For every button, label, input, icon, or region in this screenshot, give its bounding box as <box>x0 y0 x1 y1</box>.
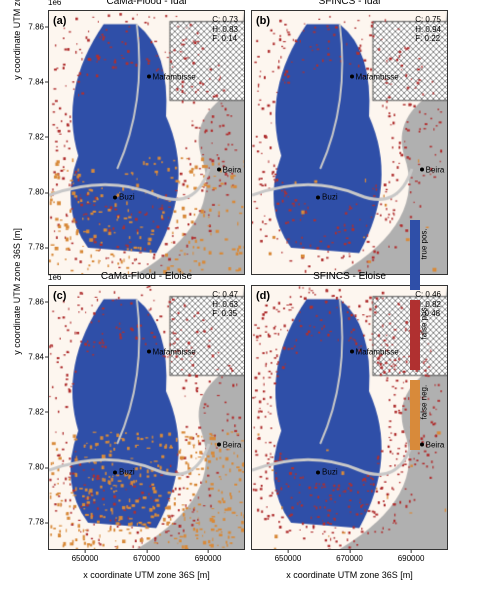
y-ticks: 7.787.807.827.847.86 <box>44 10 48 275</box>
y-tick: 7.80 <box>16 188 44 197</box>
metrics-text: C: 0.73H: 0.83F: 0.14 <box>212 15 238 44</box>
x-tick: 650000 <box>72 554 99 563</box>
x-tick: 650000 <box>275 554 302 563</box>
x-tick: 670000 <box>133 554 160 563</box>
panel-label: (c) <box>53 290 66 302</box>
y-tick: 7.86 <box>16 297 44 306</box>
x-axis-label: x coordinate UTM zone 36S [m] <box>48 570 245 580</box>
y-axis-label: y coordinate UTM zone 36S [m] <box>12 228 22 355</box>
x-tick: 690000 <box>195 554 222 563</box>
map-canvas <box>49 286 244 549</box>
panel-title: CaMa-Flood - Eloise <box>48 271 245 282</box>
y-tick: 7.82 <box>16 407 44 416</box>
x-tick: 670000 <box>336 554 363 563</box>
city-label: Mafambisse <box>153 347 196 356</box>
axes-frame: (c) C: 0.47H: 0.63F: 0.35 Mafambisse Beira B… <box>48 285 245 550</box>
city-label: Mafambisse <box>356 72 399 81</box>
colorbar-segment <box>410 380 420 450</box>
y-tick: 7.82 <box>16 132 44 141</box>
city-label: Mafambisse <box>356 347 399 356</box>
map-canvas <box>49 11 244 274</box>
colorbar-segment <box>410 220 420 290</box>
x-tick: 690000 <box>398 554 425 563</box>
axis-exponent: 1e6 <box>48 273 61 282</box>
city-label: Buzi <box>322 193 338 202</box>
city-label: Beira <box>223 440 242 449</box>
y-ticks: 7.787.807.827.847.86 <box>44 285 48 550</box>
colorbar-label: false neg. <box>420 385 429 420</box>
figure-root: CaMa-Flood - Idai1e6(a)C: 0.73H: 0.83F: … <box>48 10 448 590</box>
colorbar-label: true pos. <box>420 228 429 259</box>
x-ticks: 650000670000690000 <box>48 550 245 554</box>
panel-c: CaMa-Flood - Eloise1e6(c)C: 0.47H: 0.63F… <box>48 285 245 550</box>
y-tick: 7.80 <box>16 463 44 472</box>
y-tick: 7.84 <box>16 352 44 361</box>
panel-label: (a) <box>53 15 66 27</box>
y-tick: 7.86 <box>16 22 44 31</box>
city-label: Beira <box>223 165 242 174</box>
colorbar-label: false pos. <box>420 305 429 339</box>
y-axis-label: y coordinate UTM zone 36S [m] <box>12 0 22 79</box>
x-ticks: 650000670000690000 <box>251 550 448 554</box>
panel-a: CaMa-Flood - Idai1e6(a)C: 0.73H: 0.83F: … <box>48 10 245 275</box>
panel-title: CaMa-Flood - Idai <box>48 0 245 7</box>
colorbar-segment <box>410 300 420 370</box>
panel-label: (d) <box>256 290 270 302</box>
panel-title: SFINCS - Idai <box>251 0 448 7</box>
y-tick: 7.84 <box>16 77 44 86</box>
panel-label: (b) <box>256 15 270 27</box>
colorbar: true pos. false pos. false neg. <box>410 220 446 460</box>
city-label: Mafambisse <box>153 72 196 81</box>
axis-exponent: 1e6 <box>48 0 61 7</box>
city-label: Buzi <box>322 468 338 477</box>
axes-frame: (a) C: 0.73H: 0.83F: 0.14 Mafambisse Beira B… <box>48 10 245 275</box>
metrics-text: C: 0.75H: 0.94F: 0.22 <box>415 15 441 44</box>
metrics-text: C: 0.47H: 0.63F: 0.35 <box>212 290 238 319</box>
city-label: Beira <box>426 165 445 174</box>
x-axis-label: x coordinate UTM zone 36S [m] <box>251 570 448 580</box>
city-label: Buzi <box>119 468 135 477</box>
city-label: Buzi <box>119 193 135 202</box>
y-tick: 7.78 <box>16 518 44 527</box>
panel-grid: CaMa-Flood - Idai1e6(a)C: 0.73H: 0.83F: … <box>48 10 448 550</box>
